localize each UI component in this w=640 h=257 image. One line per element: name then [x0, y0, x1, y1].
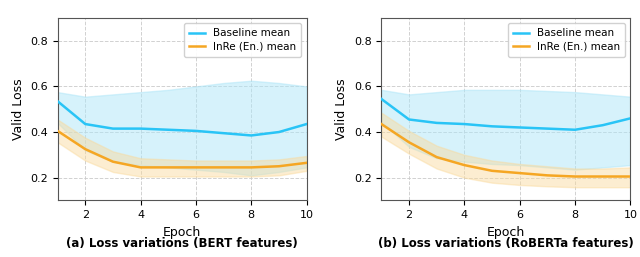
InRe (En.) mean — [137, 166, 145, 169]
Baseline mean — [572, 128, 579, 131]
X-axis label: Epoch: Epoch — [487, 226, 525, 239]
Baseline mean — [488, 125, 496, 128]
X-axis label: Epoch: Epoch — [163, 226, 201, 239]
Title: (a) Loss variations (BERT features): (a) Loss variations (BERT features) — [67, 237, 298, 250]
Line: Baseline mean: Baseline mean — [381, 99, 630, 130]
InRe (En.) mean — [433, 155, 440, 159]
Baseline mean — [54, 100, 61, 103]
Baseline mean — [461, 123, 468, 126]
Line: Baseline mean: Baseline mean — [58, 101, 307, 135]
InRe (En.) mean — [627, 175, 634, 178]
Baseline mean — [248, 134, 255, 137]
Baseline mean — [275, 131, 283, 134]
InRe (En.) mean — [248, 166, 255, 169]
Y-axis label: Valid Loss: Valid Loss — [12, 78, 24, 140]
Baseline mean — [164, 128, 172, 131]
Baseline mean — [137, 127, 145, 130]
InRe (En.) mean — [54, 129, 61, 132]
InRe (En.) mean — [378, 123, 385, 126]
Baseline mean — [192, 129, 200, 132]
Baseline mean — [516, 126, 524, 129]
InRe (En.) mean — [543, 174, 551, 177]
Legend: Baseline mean, InRe (En.) mean: Baseline mean, InRe (En.) mean — [184, 23, 301, 57]
Baseline mean — [81, 123, 89, 126]
Baseline mean — [405, 118, 413, 121]
InRe (En.) mean — [599, 175, 607, 178]
Baseline mean — [303, 123, 310, 126]
Baseline mean — [220, 132, 227, 135]
Y-axis label: Valid Loss: Valid Loss — [335, 78, 348, 140]
InRe (En.) mean — [275, 165, 283, 168]
InRe (En.) mean — [488, 169, 496, 172]
Baseline mean — [433, 121, 440, 124]
InRe (En.) mean — [405, 141, 413, 144]
Baseline mean — [109, 127, 116, 130]
InRe (En.) mean — [220, 166, 227, 169]
InRe (En.) mean — [461, 163, 468, 167]
InRe (En.) mean — [192, 166, 200, 169]
Line: InRe (En.) mean: InRe (En.) mean — [58, 131, 307, 167]
InRe (En.) mean — [109, 160, 116, 163]
InRe (En.) mean — [303, 161, 310, 164]
Baseline mean — [599, 124, 607, 127]
Baseline mean — [627, 117, 634, 120]
Baseline mean — [378, 97, 385, 100]
Title: (b) Loss variations (RoBERTa features): (b) Loss variations (RoBERTa features) — [378, 237, 634, 250]
InRe (En.) mean — [572, 175, 579, 178]
Line: InRe (En.) mean: InRe (En.) mean — [381, 124, 630, 177]
Legend: Baseline mean, InRe (En.) mean: Baseline mean, InRe (En.) mean — [508, 23, 625, 57]
InRe (En.) mean — [81, 148, 89, 151]
Baseline mean — [543, 127, 551, 130]
InRe (En.) mean — [164, 166, 172, 169]
InRe (En.) mean — [516, 172, 524, 175]
